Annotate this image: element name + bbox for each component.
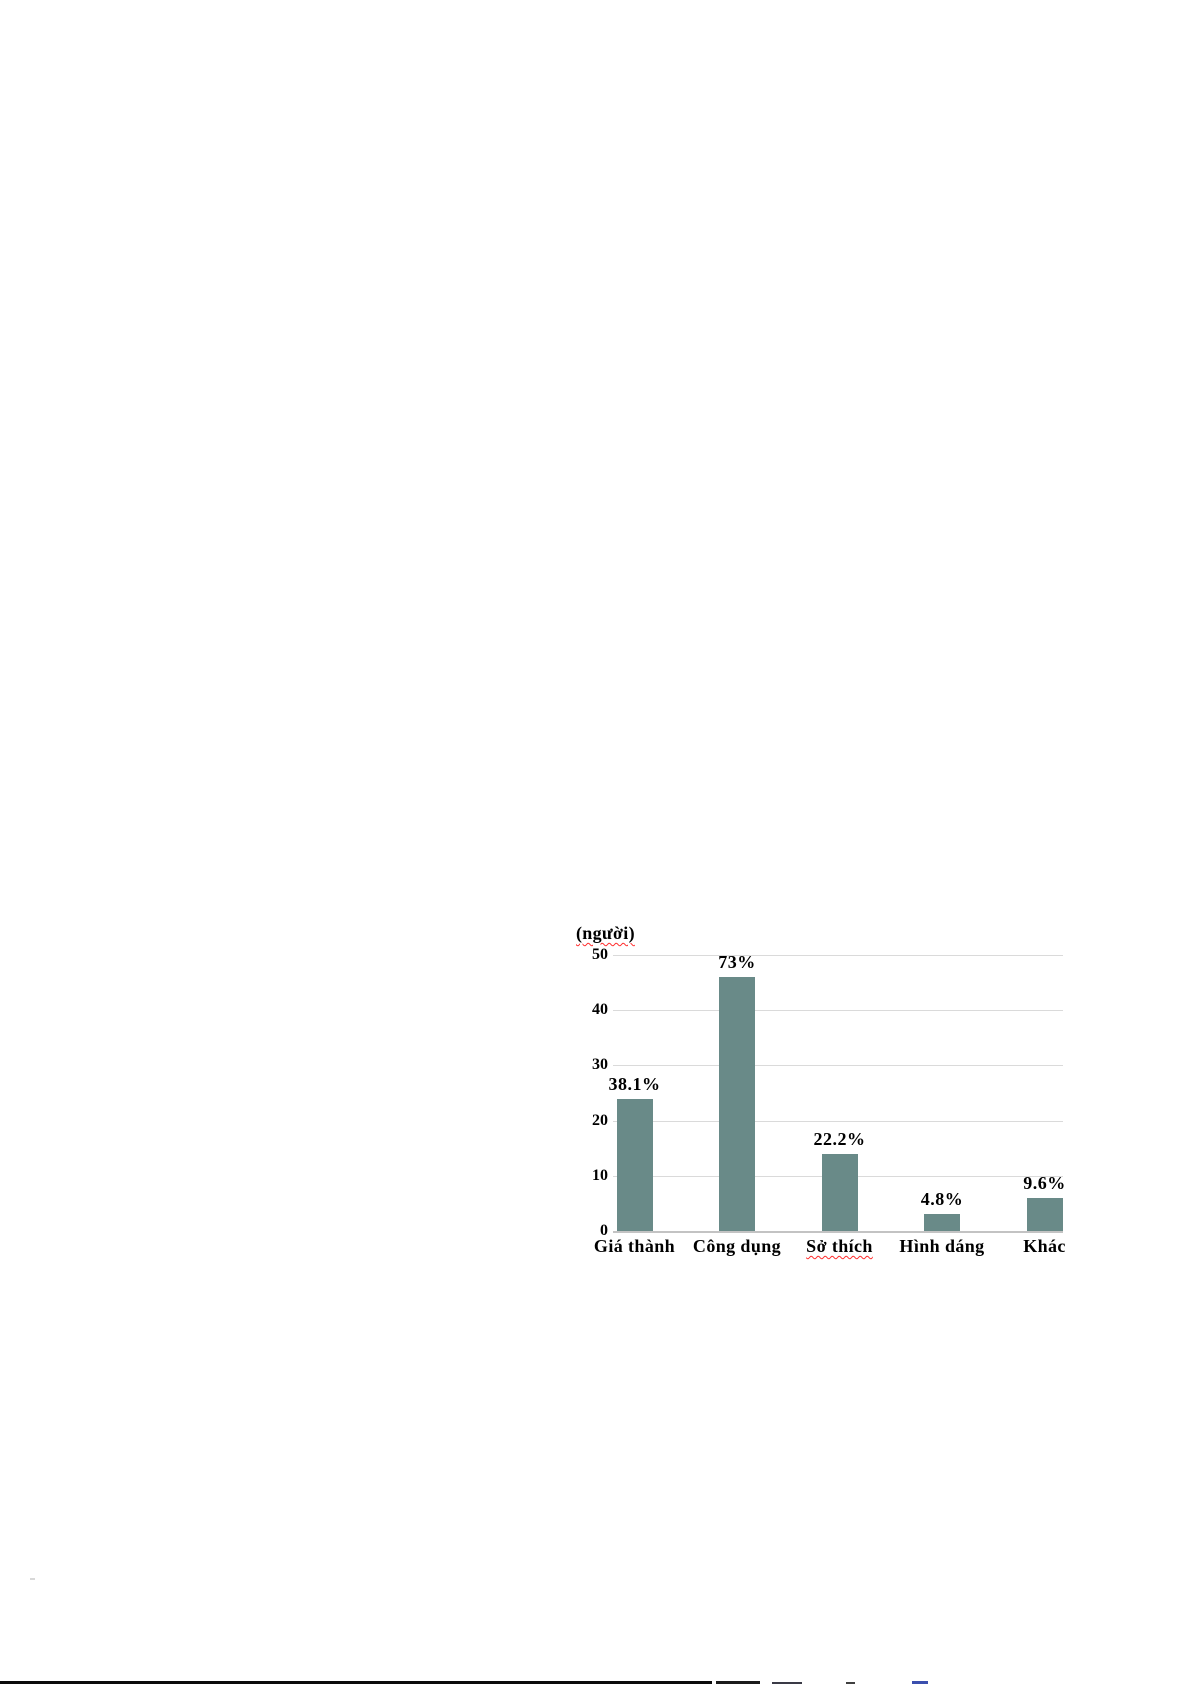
bar-1 <box>616 1098 653 1231</box>
category-label-5: Khác <box>1023 1236 1066 1256</box>
y-tick-label-20: 20 <box>592 1111 608 1129</box>
y-tick-label-40: 40 <box>592 1001 608 1019</box>
y-tick-label-30: 30 <box>592 1056 608 1074</box>
bar-value-label-1: 38.1% <box>608 1073 661 1094</box>
y-tick-label-10: 10 <box>592 1166 608 1184</box>
y-tick-label-0: 0 <box>600 1222 608 1239</box>
gridline-y20 <box>613 1120 1063 1122</box>
bar-2 <box>719 977 755 1231</box>
category-label-4: Hình dáng <box>899 1236 985 1256</box>
clipped-horizontal-rule <box>0 1681 712 1684</box>
plot-area: 38.1% 73% 22.2% 4.8% 9.6% <box>609 952 1065 1233</box>
category-label-3: Sở thích <box>806 1236 873 1256</box>
bar-4 <box>924 1214 960 1231</box>
gridline-y40 <box>613 1010 1063 1012</box>
bar-value-label-2: 73% <box>718 952 756 973</box>
bar-value-label-5: 9.6% <box>1023 1172 1066 1193</box>
bar-value-label-3: 22.2% <box>813 1128 866 1149</box>
stray-speck <box>30 1578 35 1580</box>
clipped-text-fragment <box>912 1681 928 1684</box>
clipped-text-fragment <box>772 1682 802 1684</box>
clipped-text-fragment <box>716 1681 760 1684</box>
bar-value-label-4: 4.8% <box>920 1189 964 1210</box>
gridline-y30 <box>613 1065 1063 1067</box>
bar-3 <box>821 1153 858 1231</box>
y-tick-label-50: 50 <box>592 946 608 963</box>
category-label-1: Giá thành <box>593 1236 676 1256</box>
gridline-y50 <box>613 955 1063 956</box>
y-axis-title: (người) <box>576 923 635 943</box>
clipped-text-fragment <box>846 1682 855 1684</box>
category-label-2: Công dụng <box>692 1236 782 1256</box>
bar-5 <box>1026 1197 1063 1231</box>
